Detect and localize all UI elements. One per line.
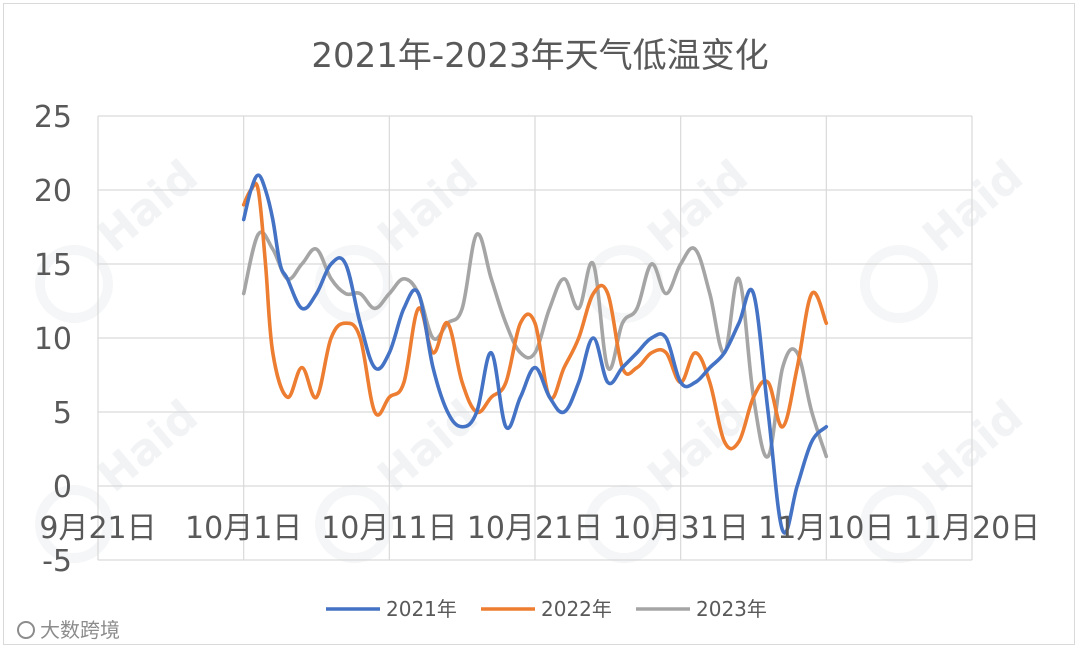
watermark-logo-icon (585, 485, 663, 563)
watermark-logo-icon (35, 485, 113, 563)
y-tick-label: 10 (34, 322, 72, 357)
series-line-2022 (241, 181, 829, 451)
chart-frame: Haid Haid Haid Haid Haid Haid Haid Haid 25 20 15 1… (3, 3, 1075, 645)
watermark-logo-icon (35, 245, 113, 323)
legend: 2021年 2022年 2023年 (326, 597, 767, 621)
series-layer (241, 173, 829, 535)
chart-title: 2021年-2023年天气低温变化 (311, 36, 768, 76)
watermark-text: Haid (638, 151, 757, 263)
legend-label-2021: 2021年 (386, 597, 457, 621)
y-tick-label: 25 (34, 100, 72, 135)
y-tick-label: 15 (34, 248, 72, 283)
y-tick-label: -5 (42, 544, 72, 579)
x-tick-label: 11月10日 (758, 511, 894, 546)
watermark-logo-icon (315, 485, 393, 563)
x-tick-label: 9月21日 (39, 511, 156, 546)
y-tick-label: 5 (53, 396, 72, 431)
watermark-text: Haid (368, 151, 487, 263)
series-line-2021 (241, 173, 829, 535)
legend-label-2023: 2023年 (696, 597, 767, 621)
x-tick-label: 11月20日 (904, 511, 1040, 546)
watermark-text: Haid (913, 151, 1032, 263)
source-logo-icon (17, 621, 35, 639)
legend-label-2022: 2022年 (541, 597, 612, 621)
watermark-logo-icon (860, 485, 938, 563)
grid-layer (97, 115, 973, 561)
x-tick-label: 10月31日 (612, 511, 748, 546)
x-tick-label: 10月11日 (321, 511, 457, 546)
x-tick-label: 10月21日 (467, 511, 603, 546)
series-line-2023 (241, 230, 829, 459)
watermark-logo-icon (860, 245, 938, 323)
y-axis-ticks: 25 20 15 10 5 0 -5 (34, 100, 72, 579)
watermark-text: Haid (88, 151, 207, 263)
y-tick-label: 0 (53, 470, 72, 505)
y-tick-label: 20 (34, 174, 72, 209)
x-axis-ticks: 9月21日 10月1日 10月11日 10月21日 10月31日 11月10日 11月20日 (39, 511, 1040, 546)
x-tick-label: 10月1日 (185, 511, 302, 546)
source-label: 大数跨境 (40, 618, 120, 642)
source-logo: 大数跨境 (17, 618, 120, 642)
